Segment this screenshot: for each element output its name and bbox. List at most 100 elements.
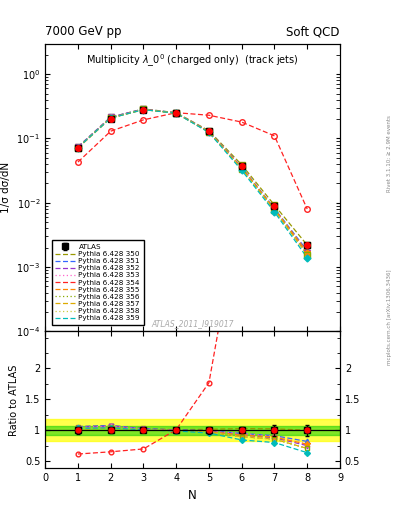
Text: Rivet 3.1.10; ≥ 2.9M events: Rivet 3.1.10; ≥ 2.9M events [387,115,391,192]
Pythia 6.428 353 [75,144,80,151]
Pythia 6.428 350 [207,127,211,134]
Pythia 6.428 357 [305,252,310,258]
Pythia 6.428 359 [207,130,211,136]
Line: Pythia 6.428 359: Pythia 6.428 359 [78,110,307,258]
Line: Pythia 6.428 357: Pythia 6.428 357 [78,110,307,255]
Text: mcplots.cern.ch [arXiv:1306.3436]: mcplots.cern.ch [arXiv:1306.3436] [387,270,391,365]
Line: Pythia 6.428 354: Pythia 6.428 354 [78,113,307,209]
Pythia 6.428 359 [239,167,244,174]
Pythia 6.428 355 [305,249,310,255]
Pythia 6.428 350 [75,144,80,150]
Pythia 6.428 351 [272,205,277,211]
Pythia 6.428 353 [174,110,178,116]
Pythia 6.428 351 [207,129,211,135]
Pythia 6.428 351 [75,144,80,150]
Pythia 6.428 357 [75,144,80,151]
Pythia 6.428 356 [207,129,211,135]
Line: Pythia 6.428 350: Pythia 6.428 350 [78,109,307,245]
Pythia 6.428 359 [174,110,178,116]
Pythia 6.428 357 [141,106,146,113]
Text: 7000 GeV pp: 7000 GeV pp [45,26,122,38]
Pythia 6.428 358 [272,207,277,213]
Pythia 6.428 356 [272,207,277,213]
Pythia 6.428 352 [239,165,244,171]
Text: Multiplicity $\lambda\_0^0$ (charged only)  (track jets): Multiplicity $\lambda\_0^0$ (charged onl… [86,52,299,69]
Pythia 6.428 352 [272,206,277,212]
Pythia 6.428 357 [174,110,178,116]
Pythia 6.428 355 [75,145,80,151]
Pythia 6.428 353 [207,129,211,135]
Pythia 6.428 352 [305,250,310,256]
Text: Soft QCD: Soft QCD [286,26,340,38]
Pythia 6.428 352 [174,110,178,116]
Pythia 6.428 352 [207,129,211,135]
Pythia 6.428 356 [108,115,113,121]
Pythia 6.428 354 [108,128,113,134]
Pythia 6.428 350 [272,202,277,208]
Pythia 6.428 354 [207,112,211,118]
Pythia 6.428 359 [108,115,113,121]
Pythia 6.428 356 [141,106,146,113]
Pythia 6.428 355 [108,115,113,121]
Pythia 6.428 359 [272,209,277,215]
Line: Pythia 6.428 358: Pythia 6.428 358 [78,110,307,255]
Pythia 6.428 350 [141,106,146,112]
Pythia 6.428 358 [207,129,211,135]
Pythia 6.428 356 [305,252,310,258]
Pythia 6.428 357 [207,129,211,135]
Bar [45,419,340,441]
Pythia 6.428 351 [141,106,146,112]
Pythia 6.428 354 [305,206,310,212]
Pythia 6.428 353 [141,106,146,112]
Pythia 6.428 356 [174,110,178,116]
Pythia 6.428 358 [174,110,178,116]
Pythia 6.428 355 [207,129,211,135]
Pythia 6.428 357 [239,165,244,172]
Pythia 6.428 355 [239,165,244,171]
Pythia 6.428 359 [141,106,146,113]
Pythia 6.428 355 [174,110,178,116]
Pythia 6.428 359 [305,254,310,261]
Pythia 6.428 352 [108,114,113,120]
Pythia 6.428 351 [305,248,310,254]
Pythia 6.428 350 [239,162,244,168]
Pythia 6.428 359 [75,144,80,151]
Pythia 6.428 350 [174,110,178,116]
Line: Pythia 6.428 355: Pythia 6.428 355 [78,110,307,252]
Pythia 6.428 355 [272,206,277,212]
X-axis label: N: N [188,489,197,502]
Pythia 6.428 353 [272,206,277,212]
Pythia 6.428 353 [239,164,244,170]
Bar [45,426,340,435]
Pythia 6.428 357 [108,115,113,121]
Pythia 6.428 355 [141,106,146,113]
Pythia 6.428 354 [272,133,277,139]
Pythia 6.428 358 [239,165,244,172]
Y-axis label: Ratio to ATLAS: Ratio to ATLAS [9,364,19,436]
Pythia 6.428 353 [108,114,113,120]
Text: ATLAS_2011_I919017: ATLAS_2011_I919017 [151,319,234,329]
Pythia 6.428 357 [272,207,277,213]
Pythia 6.428 352 [141,106,146,112]
Y-axis label: 1/σ dσ/dN: 1/σ dσ/dN [0,162,11,213]
Pythia 6.428 354 [174,110,178,116]
Pythia 6.428 356 [239,165,244,172]
Pythia 6.428 354 [141,117,146,123]
Pythia 6.428 358 [305,252,310,258]
Pythia 6.428 352 [75,144,80,151]
Pythia 6.428 353 [305,249,310,255]
Pythia 6.428 350 [305,242,310,248]
Line: Pythia 6.428 352: Pythia 6.428 352 [78,109,307,253]
Pythia 6.428 354 [239,119,244,125]
Pythia 6.428 356 [75,144,80,151]
Pythia 6.428 350 [108,114,113,120]
Line: Pythia 6.428 351: Pythia 6.428 351 [78,109,307,251]
Line: Pythia 6.428 356: Pythia 6.428 356 [78,110,307,255]
Pythia 6.428 354 [75,159,80,165]
Pythia 6.428 358 [141,106,146,113]
Pythia 6.428 358 [108,115,113,121]
Pythia 6.428 351 [239,164,244,170]
Line: Pythia 6.428 353: Pythia 6.428 353 [78,109,307,252]
Pythia 6.428 351 [174,110,178,116]
Pythia 6.428 351 [108,114,113,120]
